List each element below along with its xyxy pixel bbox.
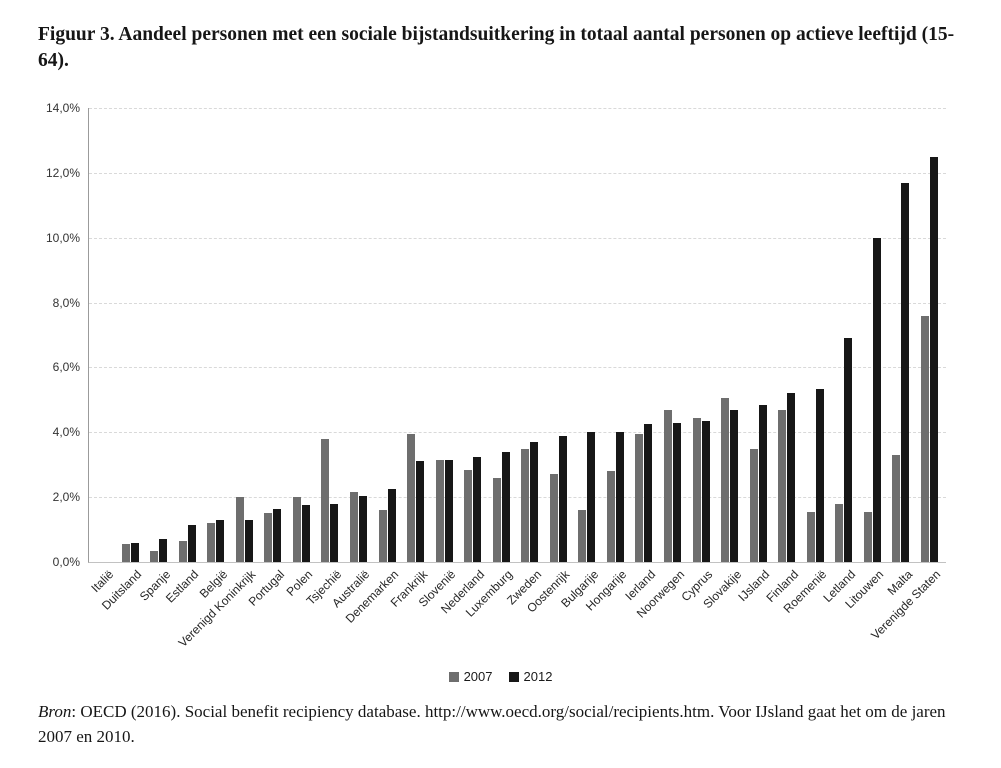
gridline-2 (89, 497, 946, 499)
bar-2007-Nederland (464, 469, 473, 562)
legend-swatch-2012-icon (508, 671, 519, 682)
bar-2012-Australië (358, 495, 367, 562)
bar-2007-Verenigd Koninkrijk (235, 497, 244, 562)
y-axis-label-10: 10,0% (45, 230, 80, 245)
bar-2012-Litouwen (872, 237, 881, 562)
bar-2007-Cyprus (692, 417, 701, 562)
legend-item-2012: 2012 (508, 669, 553, 684)
bar-2007-Slovakije (721, 398, 730, 562)
y-axis-label-2: 2,0% (52, 490, 80, 505)
bar-2012-Portugal (273, 508, 282, 562)
bar-2012-Polen (301, 505, 310, 562)
bar-2007-Noorwegen (664, 409, 672, 562)
bar-2012-IJsland (758, 404, 767, 562)
bar-2007-Estland (178, 540, 187, 562)
y-axis-label-14: 14,0% (45, 101, 80, 115)
bar-2007-Polen (292, 497, 301, 562)
bar-2012-Spanje (159, 539, 168, 562)
source-prefix: Bron (38, 702, 72, 721)
gridline-10 (89, 237, 946, 239)
bar-2007-Finland (778, 409, 787, 562)
bar-2007-Bulgarije (578, 510, 587, 562)
bar-2012-Zweden (530, 442, 539, 562)
bar-2007-Verenigde Staten (920, 315, 929, 562)
bar-2007-Hongarije (606, 471, 615, 562)
y-axis-label-6: 6,0% (52, 360, 80, 375)
source-text: : OECD (2016). Social benefit recipiency… (38, 702, 946, 746)
bar-2012-Noorwegen (673, 422, 681, 562)
bar-2012-Oostenrijk (558, 435, 567, 562)
legend: 2007 2012 (0, 669, 1001, 684)
gridline-8 (89, 302, 946, 304)
bar-2007-Litouwen (863, 511, 872, 562)
bar-2012-Tsjechië (330, 503, 339, 562)
bar-2007-Tsjechië (321, 438, 330, 562)
bar-2007-Denemarken (378, 510, 387, 562)
figure-title: Figuur 3. Aandeel personen met een socia… (38, 24, 955, 71)
bar-2012-Cyprus (701, 420, 710, 562)
bar-2012-Verenigd Koninkrijk (244, 519, 253, 562)
gridline-12 (89, 172, 946, 174)
bar-2012-Estland (187, 524, 196, 562)
y-axis-label-4: 4,0% (52, 425, 80, 440)
bar-2012-Frankrijk (416, 461, 425, 562)
legend-label-2012: 2012 (523, 669, 553, 684)
legend-label-2007: 2007 (463, 669, 493, 684)
bar-2012-Duitsland (130, 542, 139, 562)
bar-2007-Zweden (521, 448, 530, 562)
bar-2012-Hongarije (615, 432, 624, 562)
gridline-14 (89, 108, 946, 109)
bar-2012-Malta (901, 182, 910, 562)
bar-2007-IJsland (749, 448, 758, 562)
bar-2007-Spanje (150, 550, 159, 562)
y-axis-label-0: 0,0% (52, 555, 80, 569)
gridline-4 (89, 432, 946, 434)
y-axis-label-8: 8,0% (52, 295, 80, 310)
bar-2007-Ierland (635, 433, 644, 562)
bar-2007-Roemenië (806, 511, 815, 562)
bar-2007-Letland (835, 503, 844, 562)
bar-2012-Slovenië (444, 459, 453, 562)
bar-2007-Oostenrijk (549, 474, 558, 562)
bar-2012-Verenigde Staten (929, 156, 938, 562)
bar-2007-Portugal (264, 513, 273, 562)
bar-2012-Nederland (473, 456, 482, 562)
bar-2012-Denemarken (387, 489, 396, 562)
bar-2007-Luxemburg (492, 477, 501, 562)
bar-2007-Malta (892, 455, 901, 562)
bar-2012-Bulgarije (587, 432, 596, 562)
y-axis-label-12: 12,0% (45, 165, 80, 180)
source-note: Bron: OECD (2016). Social benefit recipi… (38, 699, 983, 749)
bar-2012-Luxemburg (501, 451, 510, 562)
bar-2007-België (207, 523, 216, 562)
bar-2012-Slovakije (730, 409, 739, 562)
bar-2012-België (216, 519, 225, 562)
legend-item-2007: 2007 (448, 669, 493, 684)
bar-2012-Finland (787, 393, 796, 562)
bar-2012-Ierland (644, 424, 653, 562)
legend-swatch-2007-icon (448, 671, 459, 682)
bar-2012-Roemenië (815, 388, 824, 562)
bar-2007-Slovenië (435, 459, 444, 562)
bar-2007-Duitsland (121, 544, 130, 562)
plot-area (88, 108, 946, 563)
gridline-6 (89, 367, 946, 369)
bar-2007-Frankrijk (407, 433, 416, 562)
bar-2007-Australië (349, 492, 358, 562)
bar-2012-Letland (844, 338, 853, 562)
